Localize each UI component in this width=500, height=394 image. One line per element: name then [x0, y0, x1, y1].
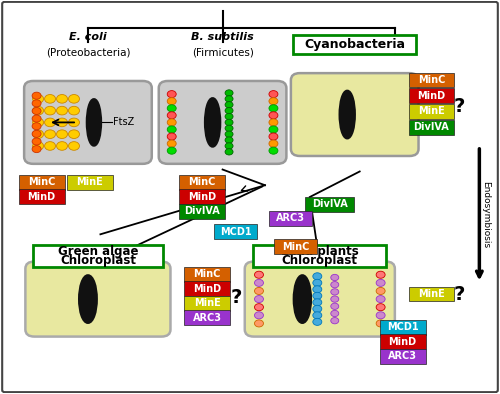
- Circle shape: [44, 141, 56, 150]
- Text: ARC3: ARC3: [276, 213, 305, 223]
- Text: ARC3: ARC3: [388, 351, 417, 361]
- Circle shape: [56, 130, 68, 139]
- Circle shape: [225, 119, 233, 126]
- Text: MCD1: MCD1: [387, 322, 418, 333]
- Circle shape: [68, 141, 80, 150]
- Circle shape: [269, 140, 278, 147]
- Circle shape: [269, 119, 278, 126]
- FancyBboxPatch shape: [159, 81, 286, 164]
- FancyBboxPatch shape: [184, 281, 230, 296]
- Text: MinC: MinC: [194, 269, 221, 279]
- Circle shape: [44, 106, 56, 115]
- Circle shape: [32, 92, 41, 99]
- Circle shape: [44, 130, 56, 139]
- Text: Chloroplast: Chloroplast: [282, 254, 358, 267]
- Circle shape: [225, 125, 233, 132]
- Text: ?: ?: [454, 97, 465, 116]
- FancyBboxPatch shape: [269, 211, 312, 226]
- FancyBboxPatch shape: [184, 296, 230, 311]
- Ellipse shape: [88, 100, 101, 145]
- FancyBboxPatch shape: [408, 104, 455, 119]
- Circle shape: [376, 296, 385, 303]
- Text: MinC: MinC: [188, 177, 216, 187]
- Circle shape: [254, 279, 264, 286]
- Circle shape: [313, 292, 322, 299]
- Text: MinE: MinE: [194, 298, 220, 309]
- Circle shape: [32, 130, 44, 139]
- Ellipse shape: [80, 276, 96, 322]
- Circle shape: [376, 279, 385, 286]
- Text: MinD: MinD: [188, 191, 216, 202]
- Text: ?: ?: [230, 288, 241, 307]
- Circle shape: [167, 98, 176, 105]
- FancyBboxPatch shape: [33, 245, 163, 267]
- Text: MinE: MinE: [418, 106, 445, 116]
- Circle shape: [68, 95, 80, 103]
- Text: FtsZ: FtsZ: [113, 117, 134, 127]
- Circle shape: [56, 141, 68, 150]
- Circle shape: [269, 112, 278, 119]
- Circle shape: [269, 91, 278, 98]
- Text: MinC: MinC: [282, 242, 309, 252]
- FancyBboxPatch shape: [179, 204, 225, 219]
- FancyBboxPatch shape: [18, 175, 64, 190]
- FancyBboxPatch shape: [408, 88, 455, 103]
- Circle shape: [32, 118, 44, 127]
- Circle shape: [331, 310, 339, 317]
- Circle shape: [68, 106, 80, 115]
- Circle shape: [376, 304, 385, 311]
- Circle shape: [32, 115, 41, 122]
- Circle shape: [32, 130, 41, 138]
- Text: DivIVA: DivIVA: [312, 199, 348, 210]
- Text: MCD1: MCD1: [220, 227, 252, 237]
- FancyBboxPatch shape: [245, 262, 395, 336]
- Circle shape: [167, 126, 176, 133]
- Circle shape: [44, 95, 56, 103]
- FancyBboxPatch shape: [67, 175, 113, 190]
- Circle shape: [254, 296, 264, 303]
- FancyBboxPatch shape: [380, 320, 426, 335]
- Circle shape: [331, 318, 339, 324]
- Circle shape: [269, 98, 278, 105]
- Circle shape: [32, 138, 41, 145]
- Text: MinC: MinC: [28, 177, 56, 187]
- Circle shape: [376, 271, 385, 278]
- Circle shape: [225, 137, 233, 143]
- Circle shape: [44, 118, 56, 127]
- Circle shape: [254, 288, 264, 294]
- Circle shape: [254, 320, 264, 327]
- FancyBboxPatch shape: [184, 267, 230, 282]
- Text: Endosymbiosis: Endosymbiosis: [481, 181, 490, 248]
- Circle shape: [331, 296, 339, 302]
- Ellipse shape: [294, 276, 310, 322]
- FancyBboxPatch shape: [179, 175, 225, 190]
- FancyBboxPatch shape: [305, 197, 354, 212]
- Text: MinD: MinD: [418, 91, 446, 101]
- Circle shape: [225, 113, 233, 120]
- Circle shape: [167, 105, 176, 112]
- Circle shape: [167, 133, 176, 140]
- Text: DivIVA: DivIVA: [414, 122, 450, 132]
- Circle shape: [32, 145, 41, 152]
- Circle shape: [225, 143, 233, 149]
- FancyBboxPatch shape: [294, 35, 416, 54]
- Circle shape: [331, 289, 339, 295]
- Circle shape: [376, 312, 385, 319]
- Circle shape: [56, 118, 68, 127]
- Circle shape: [167, 140, 176, 147]
- Circle shape: [254, 312, 264, 319]
- FancyBboxPatch shape: [179, 189, 225, 204]
- Text: B. subtilis: B. subtilis: [191, 32, 254, 42]
- Circle shape: [56, 106, 68, 115]
- Circle shape: [225, 96, 233, 102]
- Circle shape: [269, 126, 278, 133]
- Text: Cyanobacteria: Cyanobacteria: [304, 38, 405, 51]
- Circle shape: [269, 133, 278, 140]
- Circle shape: [313, 279, 322, 286]
- Text: MinC: MinC: [418, 75, 445, 85]
- Circle shape: [313, 299, 322, 306]
- Circle shape: [331, 303, 339, 309]
- Circle shape: [313, 312, 322, 319]
- FancyBboxPatch shape: [18, 189, 64, 204]
